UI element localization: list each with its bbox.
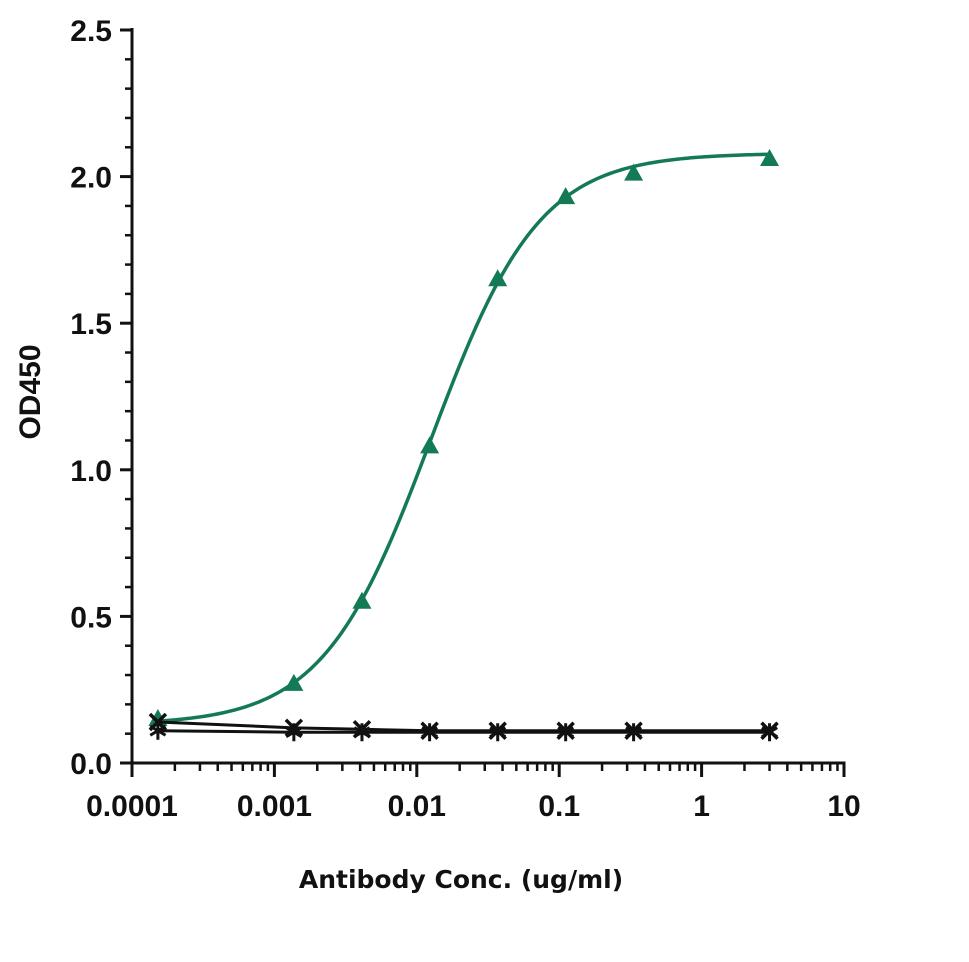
series-layer: [148, 149, 780, 742]
data-point: [421, 723, 439, 742]
x-tick-label: 1: [693, 790, 710, 823]
y-tick-label: 0.5: [70, 601, 112, 634]
y-tick-label: 0.0: [70, 748, 112, 781]
series-x: [148, 712, 779, 740]
data-point: [625, 723, 643, 742]
x-axis-title: Antibody Conc. (ug/ml): [299, 865, 623, 894]
x-tick-label: 0.001: [237, 790, 312, 823]
data-point: [760, 149, 780, 167]
data-point: [557, 723, 575, 742]
data-point: [149, 721, 167, 740]
data-point: [352, 591, 372, 609]
y-axis-ticks: 0.0 0.5 1.0 1.5 2.0 2.5: [70, 15, 132, 781]
data-point: [488, 269, 508, 287]
data-point: [761, 723, 778, 742]
series-triangle: [148, 149, 780, 727]
y-tick-label: 1.5: [70, 308, 112, 341]
data-point: [556, 187, 576, 205]
x-tick-label: 0.01: [388, 790, 446, 823]
data-point: [284, 673, 304, 691]
x-tick-label: 0.1: [538, 790, 580, 823]
series-line: [157, 729, 770, 734]
data-point: [624, 163, 644, 181]
data-point: [489, 723, 507, 742]
y-tick-label: 1.0: [70, 455, 112, 488]
x-tick-label: 10: [827, 790, 860, 823]
data-point: [420, 436, 440, 454]
series-asterisk: [149, 721, 778, 742]
x-axis-ticks: 0.0001 0.001 0.01 0.1 1 10: [86, 763, 861, 823]
axes: [130, 28, 846, 765]
data-point: [285, 723, 303, 742]
fit-curve: [157, 152, 770, 723]
y-tick-label: 2.5: [70, 15, 112, 48]
x-tick-label: 0.0001: [86, 790, 178, 823]
series-line: [157, 720, 770, 733]
y-axis-title: OD450: [14, 344, 47, 439]
data-point: [353, 723, 371, 742]
y-tick-label: 2.0: [70, 162, 112, 195]
